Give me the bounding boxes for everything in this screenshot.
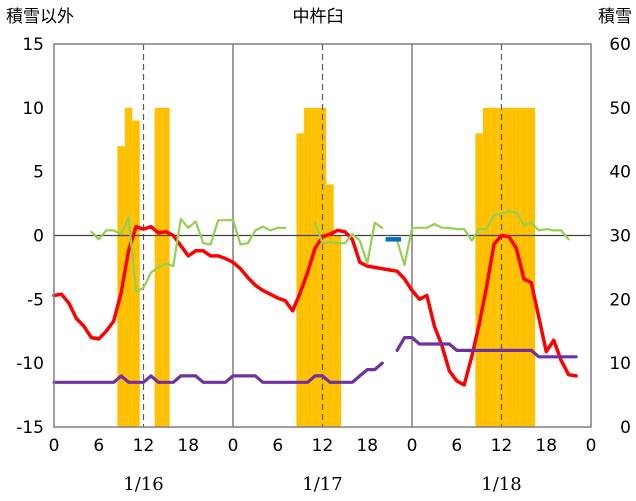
snow-bar	[505, 107, 513, 427]
snow-bar	[333, 235, 342, 427]
purple-series-line	[395, 336, 578, 359]
right-y-tick-label: 30	[609, 227, 631, 247]
left-axis-title: 積雪以外	[6, 7, 74, 27]
green-series-line	[90, 216, 287, 293]
snow-bar	[124, 107, 133, 427]
left-y-tick-label: -15	[16, 418, 44, 438]
plot-border	[53, 43, 592, 428]
snow-bar	[162, 107, 170, 427]
x-hour-tick-label: 6	[272, 436, 283, 456]
x-hour-tick-label: 0	[228, 436, 239, 456]
x-hour-tick-label: 18	[177, 436, 199, 456]
left-y-tick-label: 15	[22, 35, 44, 55]
red-series-line	[52, 224, 578, 387]
right-y-tick-label: 10	[609, 354, 631, 374]
snow-bar	[311, 107, 319, 427]
left-y-tick-label: 10	[22, 99, 44, 119]
snow-bar	[475, 133, 483, 427]
x-day-label: 1/18	[481, 474, 521, 495]
x-hour-tick-label: 18	[535, 436, 557, 456]
right-y-tick-label: 40	[609, 163, 631, 183]
snow-bar	[527, 107, 536, 427]
x-hour-tick-label: 12	[491, 436, 513, 456]
left-y-tick-label: -10	[16, 354, 44, 374]
right-y-tick-label: 50	[609, 99, 631, 119]
right-axis-title: 積雪	[598, 7, 632, 27]
x-hour-tick-label: 6	[451, 436, 462, 456]
purple-series-line	[52, 361, 384, 384]
x-day-label: 1/16	[123, 474, 163, 495]
snow-bar	[482, 107, 491, 427]
left-y-tick-label: 5	[33, 163, 44, 183]
right-y-tick-label: 20	[609, 290, 631, 310]
snow-bar	[326, 184, 334, 427]
green-series-line	[396, 210, 570, 266]
right-y-tick-label: 0	[620, 418, 631, 438]
green-series-line	[313, 221, 384, 265]
snow-bar	[296, 133, 304, 427]
snow-bar	[520, 107, 528, 427]
x-hour-tick-label: 6	[93, 436, 104, 456]
left-y-tick-label: -5	[27, 290, 44, 310]
plot-frame	[53, 43, 592, 428]
x-hour-tick-label: 18	[356, 436, 378, 456]
right-y-tick-label: 60	[609, 35, 631, 55]
snow-bar	[490, 107, 498, 427]
chart-title: 中杵臼	[293, 7, 344, 27]
x-hour-tick-label: 0	[49, 436, 60, 456]
x-hour-tick-label: 0	[586, 436, 597, 456]
x-hour-tick-label: 12	[133, 436, 155, 456]
series-lines	[52, 210, 578, 387]
snow-bar	[132, 120, 140, 427]
x-hour-tick-label: 0	[407, 436, 418, 456]
x-hour-tick-label: 12	[312, 436, 334, 456]
x-day-label: 1/17	[302, 474, 342, 495]
left-y-tick-label: 0	[33, 227, 44, 247]
snow-bar	[512, 107, 521, 427]
